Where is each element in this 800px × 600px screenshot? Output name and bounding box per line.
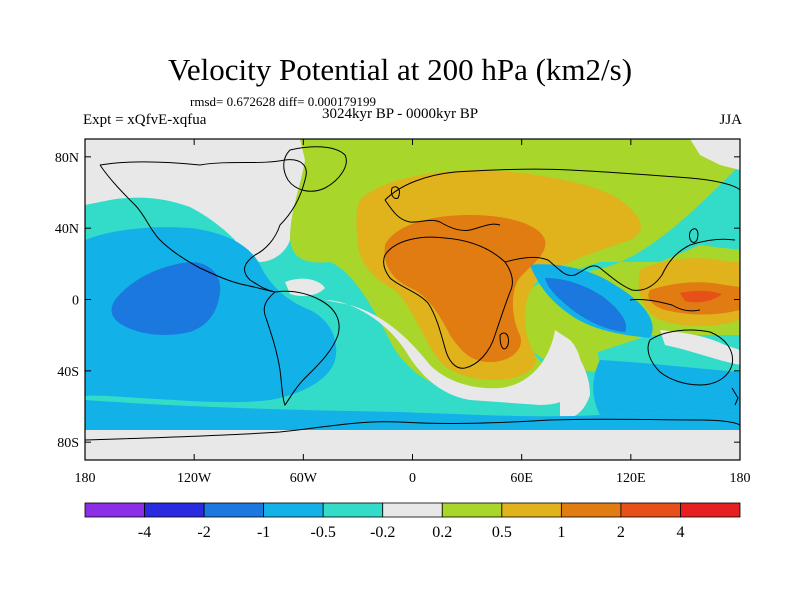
lat-axis: 80N 40N 0 40S 80S xyxy=(55,151,740,451)
lon-tick-label: 120E xyxy=(616,471,646,486)
coast-newzealand xyxy=(731,387,739,406)
colorbar-label: -0.5 xyxy=(311,524,336,541)
coastlines xyxy=(85,146,740,441)
coast-north-america xyxy=(99,159,307,293)
coast-madagascar xyxy=(499,332,509,350)
colorbar: -4 -2 -1 -0.5 -0.2 0.2 0.5 1 2 4 xyxy=(84,502,741,541)
field-white-ne xyxy=(690,139,740,170)
colorbar-label: -2 xyxy=(197,524,210,541)
coast-australia xyxy=(647,329,734,386)
coast-africa xyxy=(383,236,513,369)
field-white-south xyxy=(555,335,590,420)
colorbar-label: 0.5 xyxy=(492,524,512,541)
field-blue-indian xyxy=(545,278,627,332)
lat-tick-label: 80S xyxy=(57,436,79,451)
experiment-label: Expt = xQfvE-xqfua xyxy=(83,112,207,128)
colorbar-swatch xyxy=(620,502,681,518)
lon-tick-label: 120W xyxy=(177,471,212,486)
plot-title: Velocity Potential at 200 hPa (km2/s) xyxy=(167,52,633,87)
colorbar-swatch xyxy=(382,502,443,518)
colorbar-label: -0.2 xyxy=(370,524,395,541)
lon-tick-label: 0 xyxy=(409,471,416,486)
coast-eurasia-south xyxy=(504,238,736,291)
field-white-north-america xyxy=(85,139,305,262)
rmsd-stats: rmsd= 0.672628 diff= 0.000179199 xyxy=(190,94,376,109)
coast-north-america-west xyxy=(99,164,276,293)
lon-tick-label: 60W xyxy=(290,471,318,486)
colorbar-swatch xyxy=(501,502,562,518)
colorbar-swatch xyxy=(84,502,145,518)
colorbar-swatch xyxy=(144,502,205,518)
field-white-antarctic xyxy=(85,430,740,460)
colorbar-label: 4 xyxy=(676,524,684,541)
coast-japan xyxy=(689,228,699,243)
field-lightblue-indian-south xyxy=(593,360,740,415)
field-lightblue-southern xyxy=(85,400,740,430)
lat-tick-label: 80N xyxy=(55,151,79,166)
colorbar-swatch xyxy=(322,502,384,518)
colorbar-label: 1 xyxy=(557,524,565,541)
lat-tick-label: 40N xyxy=(55,222,79,237)
colorbar-label: -1 xyxy=(257,524,270,541)
colorbar-swatch xyxy=(560,502,622,518)
season-label: JJA xyxy=(719,112,742,128)
colorbar-swatch xyxy=(263,502,324,518)
colorbar-label: 0.2 xyxy=(432,524,452,541)
field-white-southatlantic xyxy=(325,300,582,405)
field-orange-africa xyxy=(384,215,546,362)
colorbar-swatch xyxy=(680,502,741,518)
colorbar-label: 2 xyxy=(617,524,625,541)
coast-south-america xyxy=(263,290,340,407)
coast-eurasia xyxy=(384,168,740,201)
colorbar-swatch xyxy=(203,502,265,518)
lon-axis: 180 120W 60W 0 60E 120E 180 xyxy=(75,139,751,486)
lon-tick-label: 180 xyxy=(75,471,96,486)
field-orange-maritime-core xyxy=(680,290,722,303)
lon-tick-label: 60E xyxy=(510,471,533,486)
coast-greenland xyxy=(283,146,347,192)
lon-tick-label: 180 xyxy=(730,471,751,486)
colorbar-swatch xyxy=(441,502,503,518)
coast-indonesia xyxy=(629,299,701,312)
contour-field xyxy=(85,139,740,460)
field-white-se xyxy=(660,330,740,365)
lat-tick-label: 40S xyxy=(57,365,79,380)
period-subtitle: 3024kyr BP - 0000kyr BP xyxy=(322,106,479,122)
coast-britain xyxy=(391,186,400,199)
lat-tick-label: 0 xyxy=(72,294,79,309)
field-white-arctic xyxy=(85,139,170,168)
colorbar-label: -4 xyxy=(138,524,151,541)
coast-europe xyxy=(384,199,501,231)
coast-antarctica xyxy=(85,418,740,441)
field-blue-pacific xyxy=(111,262,221,335)
